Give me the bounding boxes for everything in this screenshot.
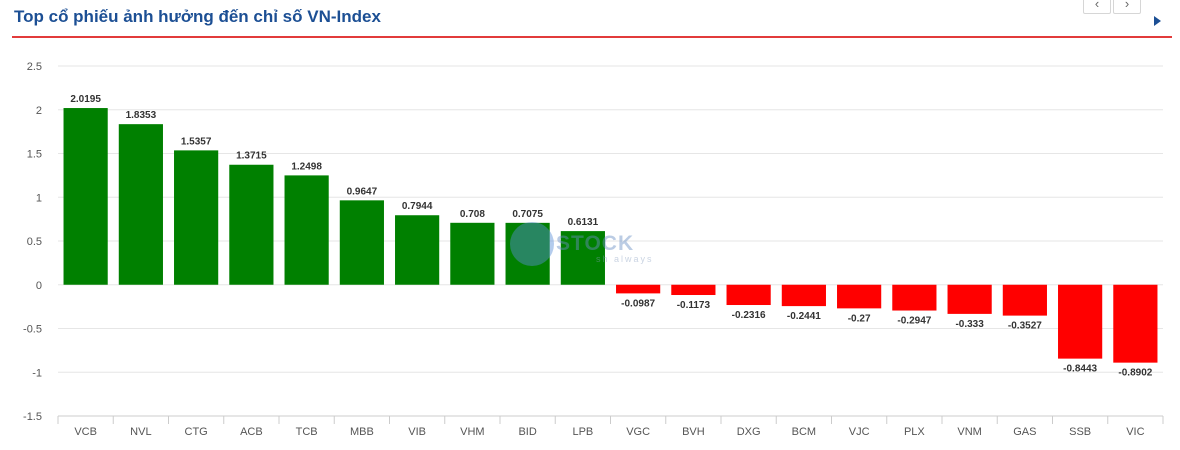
bar-vnm[interactable] <box>947 284 992 314</box>
x-tick-label: SSB <box>1069 426 1091 438</box>
x-tick-label: PLX <box>904 426 925 438</box>
value-label: -0.2316 <box>732 310 766 321</box>
x-tick-label: TCB <box>296 426 318 438</box>
bar-dxg[interactable] <box>726 284 771 306</box>
bar-gas[interactable] <box>1002 284 1047 316</box>
y-tick-label: 1 <box>36 192 42 204</box>
x-tick-label: VIC <box>1126 426 1144 438</box>
x-tick-label: VHM <box>460 426 484 438</box>
value-label: -0.2947 <box>897 316 931 327</box>
y-tick-label: 2.5 <box>27 61 42 73</box>
x-tick-label: DXG <box>737 426 761 438</box>
bar-acb[interactable] <box>229 164 274 285</box>
value-label: 0.708 <box>460 209 485 220</box>
y-tick-label: 0 <box>36 280 42 292</box>
bar-vic[interactable] <box>1113 284 1158 363</box>
x-tick-label: MBB <box>350 426 374 438</box>
bar-bid[interactable] <box>505 222 550 285</box>
bar-vgc[interactable] <box>616 284 661 294</box>
chart-header: Top cổ phiếu ảnh hưởng đến chỉ số VN-Ind… <box>12 0 1172 38</box>
bar-vjc[interactable] <box>837 284 882 309</box>
value-label: 1.5357 <box>181 136 212 147</box>
x-tick-label: NVL <box>130 426 151 438</box>
value-label: -0.2441 <box>787 311 821 322</box>
bar-bcm[interactable] <box>781 284 826 307</box>
y-tick-label: 2 <box>36 105 42 117</box>
x-tick-label: BCM <box>792 426 816 438</box>
x-tick-label: GAS <box>1013 426 1036 438</box>
bar-ctg[interactable] <box>174 150 219 285</box>
value-label: -0.1173 <box>677 300 711 311</box>
value-label: 0.7075 <box>512 209 543 220</box>
value-label: 1.8353 <box>126 110 157 121</box>
bar-nvl[interactable] <box>118 124 163 285</box>
value-label: 1.3715 <box>236 151 267 162</box>
x-tick-label: LPB <box>572 426 593 438</box>
x-tick-label: VCB <box>74 426 97 438</box>
bar-bvh[interactable] <box>671 284 716 296</box>
bar-tcb[interactable] <box>284 175 329 285</box>
value-label: 0.6131 <box>568 217 599 228</box>
bar-chart: 2.5 2 1.5 1 0.5 0 -0.5 -1 -1.5 2.0195 VCB 1.8353 NVL… <box>23 61 1164 438</box>
y-tick-label: 1.5 <box>27 149 42 161</box>
value-label: -0.3527 <box>1008 321 1042 332</box>
x-tick-label: VIB <box>408 426 426 438</box>
y-tick-label: 0.5 <box>27 236 42 248</box>
bar-vib[interactable] <box>395 215 440 285</box>
x-tick-label: BVH <box>682 426 705 438</box>
x-tick-label: VJC <box>849 426 870 438</box>
bar-ssb[interactable] <box>1058 284 1103 359</box>
y-tick-label: -1 <box>32 367 42 379</box>
bar-mbb[interactable] <box>339 200 384 285</box>
x-tick-label: VGC <box>626 426 650 438</box>
value-label: 0.9647 <box>347 186 378 197</box>
play-arrow-icon[interactable] <box>1154 16 1161 26</box>
value-label: -0.333 <box>955 319 984 330</box>
y-tick-label: -0.5 <box>23 324 42 336</box>
value-label: -0.8443 <box>1063 364 1097 375</box>
value-label: 1.2498 <box>291 161 322 172</box>
bar-vhm[interactable] <box>450 222 495 285</box>
value-label: 2.0195 <box>70 94 101 105</box>
value-label: -0.0987 <box>621 298 655 309</box>
value-label: -0.27 <box>848 313 871 324</box>
y-tick-label: -1.5 <box>23 411 42 423</box>
value-label: -0.8902 <box>1118 368 1152 379</box>
x-tick-label: CTG <box>185 426 208 438</box>
prev-button[interactable]: ‹ <box>1083 0 1111 14</box>
next-button[interactable]: › <box>1113 0 1141 14</box>
bar-plx[interactable] <box>892 284 937 311</box>
x-tick-label: BID <box>518 426 536 438</box>
bar-vcb[interactable] <box>63 108 108 285</box>
chart-title: Top cổ phiếu ảnh hưởng đến chỉ số VN-Ind… <box>14 7 381 26</box>
bar-lpb[interactable] <box>560 231 605 285</box>
value-label: 0.7944 <box>402 201 433 212</box>
x-tick-label: VNM <box>957 426 981 438</box>
x-tick-label: ACB <box>240 426 263 438</box>
